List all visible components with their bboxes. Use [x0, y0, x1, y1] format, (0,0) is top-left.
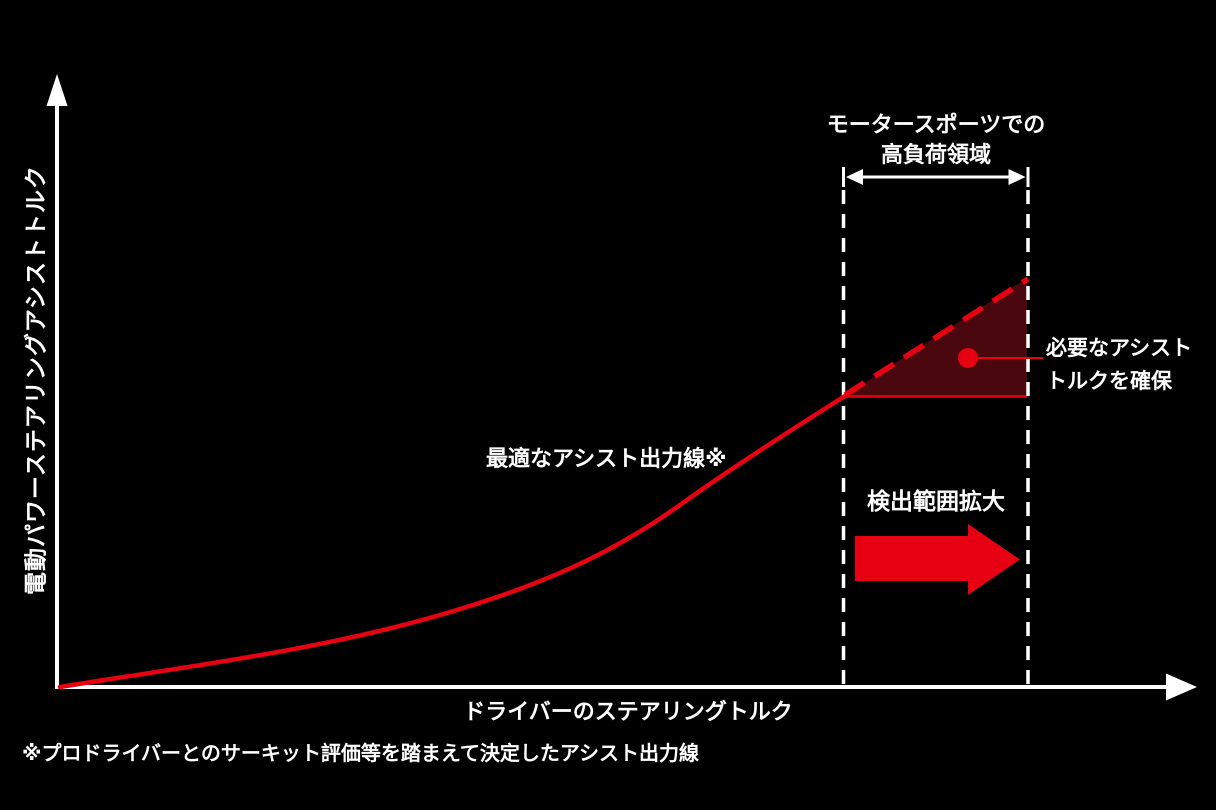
high-load-range-arrow [842, 167, 1030, 187]
x-axis-arrowhead [1166, 673, 1197, 701]
assist-output-curve [57, 393, 848, 690]
x-axis-label: ドライバーのステアリングトルク [463, 699, 793, 724]
optimal-assist-line-label: 最適なアシスト出力線※ [486, 446, 727, 471]
callout-dot [958, 348, 978, 368]
footnote: ※プロドライバーとのサーキット評価等を踏まえて決定したアシスト出力線 [22, 743, 700, 765]
assist-secured-label: 必要なアシスト トルクを確保 [1046, 337, 1193, 394]
extended-assist-dashed-line [843, 276, 1030, 398]
y-axis-arrowhead [46, 74, 68, 106]
y-axis-label: 電動パワーステアリングアシストトルク [22, 165, 49, 595]
detection-range-label: 検出範囲拡大 [867, 488, 1005, 514]
range-arrow-right-head [1008, 169, 1026, 185]
range-arrow-left-head [846, 169, 863, 185]
detection-range-expand-arrow [855, 524, 1020, 595]
high-load-region-label: モータースポーツでの 高負荷領域 [826, 112, 1046, 167]
